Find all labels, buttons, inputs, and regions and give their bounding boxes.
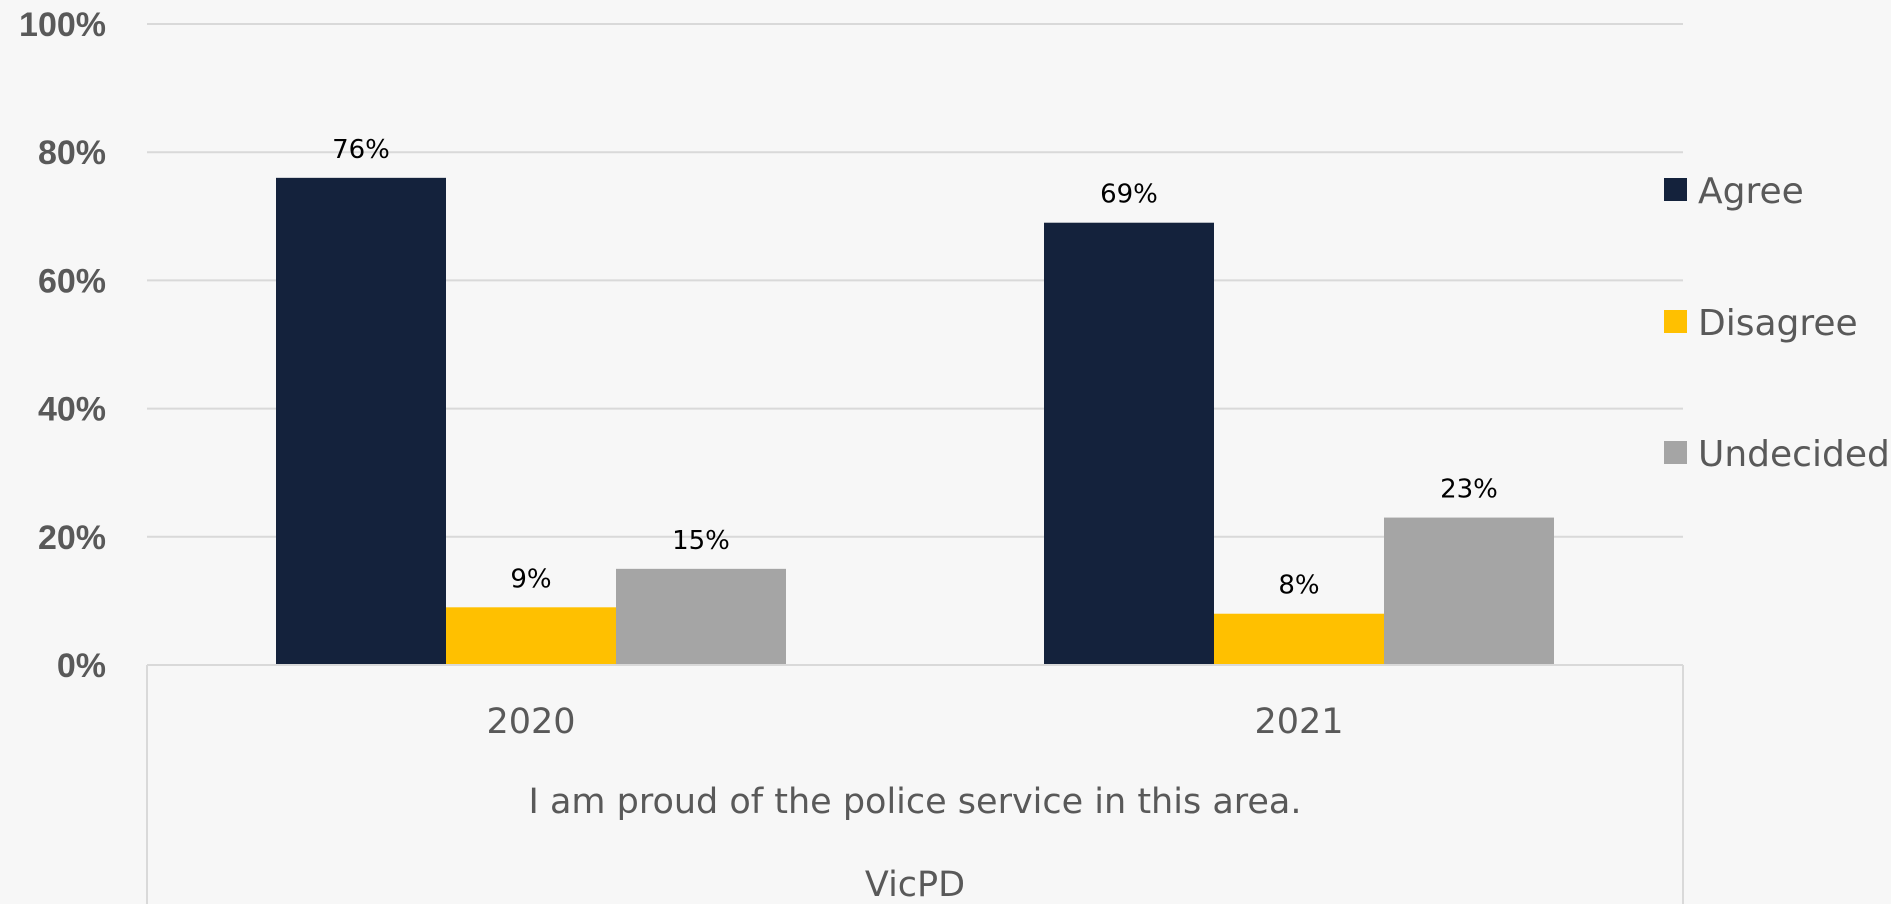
- y-tick-label: 80%: [38, 134, 106, 172]
- legend-swatch-undecided: [1664, 441, 1687, 464]
- bar-undecided-2021: [1384, 517, 1554, 665]
- data-label-agree-2020: 76%: [332, 135, 390, 165]
- y-tick-label: 40%: [38, 391, 106, 429]
- y-tick-label: 60%: [38, 262, 106, 300]
- y-tick-label: 100%: [19, 6, 106, 44]
- bar-disagree-2020: [446, 607, 616, 665]
- x-category-label: 2020: [486, 702, 575, 742]
- x-group-label: VicPD: [865, 865, 965, 904]
- legend-label-undecided: Undecided: [1698, 434, 1890, 475]
- data-label-undecided-2020: 15%: [672, 526, 730, 556]
- bar-agree-2021: [1044, 222, 1214, 665]
- legend: Agree Disagree Undecided: [1664, 171, 1890, 475]
- legend-label-agree: Agree: [1698, 171, 1804, 212]
- legend-label-disagree: Disagree: [1698, 303, 1858, 344]
- bar-undecided-2020: [616, 568, 786, 665]
- y-tick-label: 20%: [38, 519, 106, 557]
- data-labels: 76% 9% 15% 69% 8% 23%: [332, 135, 1498, 601]
- bar-disagree-2021: [1214, 613, 1384, 665]
- y-axis: 0% 20% 40% 60% 80% 100%: [19, 6, 106, 685]
- data-label-disagree-2021: 8%: [1278, 571, 1319, 601]
- data-label-disagree-2020: 9%: [510, 564, 551, 594]
- data-label-agree-2021: 69%: [1100, 180, 1158, 210]
- data-label-undecided-2021: 23%: [1440, 475, 1498, 505]
- bar-agree-2020: [276, 177, 446, 665]
- bars: [276, 177, 1554, 665]
- legend-swatch-agree: [1664, 178, 1687, 201]
- y-tick-label: 0%: [57, 647, 106, 685]
- legend-swatch-disagree: [1664, 310, 1687, 333]
- x-group-label: I am proud of the police service in this…: [529, 782, 1302, 822]
- x-axis: 2020 2021 I am proud of the police service…: [146, 664, 1684, 904]
- x-category-label: 2021: [1254, 702, 1343, 742]
